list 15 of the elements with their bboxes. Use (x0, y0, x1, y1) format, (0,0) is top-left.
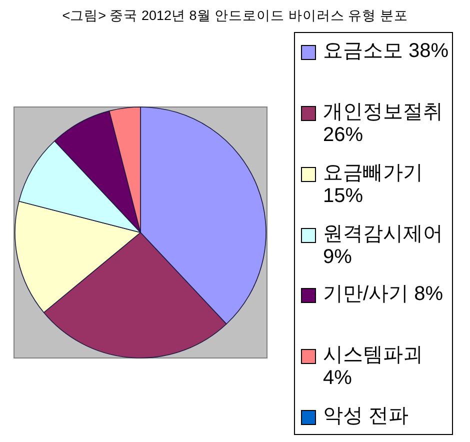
legend-label: 악성 전파 (323, 405, 410, 428)
legend-label: 기만/사기 8% (323, 283, 444, 306)
legend-item: 요금소모 38% (301, 40, 451, 63)
legend-label: 시스템파괴 4% (323, 344, 424, 390)
legend-label: 요금빼가기 15% (323, 162, 424, 208)
legend-label: 원격감시제어 9% (323, 222, 444, 268)
legend-label: 개인정보절취 26% (323, 100, 444, 147)
legend-item: 요금빼가기 15% (301, 162, 451, 208)
title: <그림> 중국 2012년 8월 안드로이드 바이러스 유형 분포 (62, 8, 408, 23)
legend-item: 시스템파괴 4% (301, 344, 451, 390)
legend-item: 기만/사기 8% (301, 283, 451, 306)
legend-label: 요금소모 38% (323, 40, 450, 63)
legend-item: 원격감시제어 9% (301, 222, 451, 268)
legend-item: 악성 전파 (301, 405, 451, 428)
legend-item: 개인정보절취 26% (301, 100, 451, 147)
